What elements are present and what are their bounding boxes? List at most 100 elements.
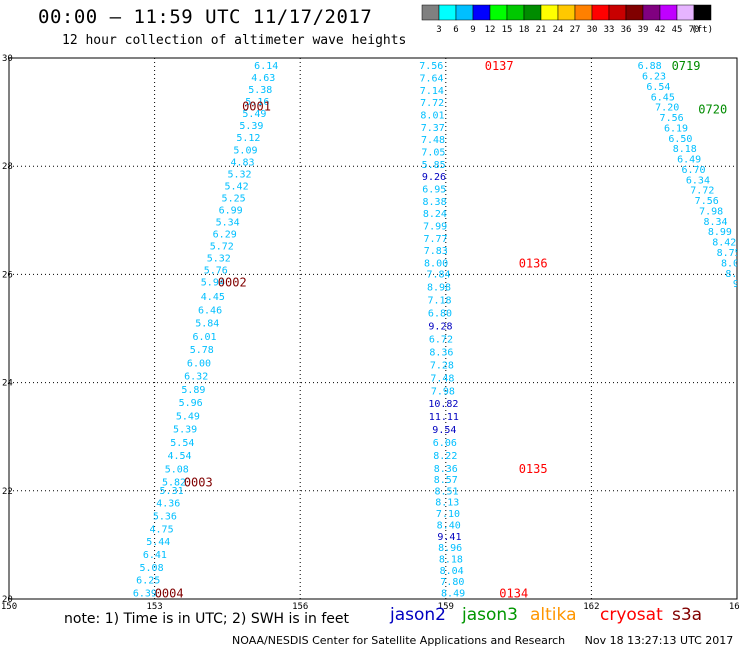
color-tick-label: 18 bbox=[519, 25, 530, 35]
wave-height-value: 8.22 bbox=[433, 451, 457, 462]
wave-height-value: 9.28 bbox=[428, 321, 452, 332]
units-note: note: 1) Time is in UTC; 2) SWH is in fe… bbox=[64, 611, 350, 627]
wave-height-value: 5.54 bbox=[170, 438, 194, 449]
color-tick-label: 15 bbox=[502, 25, 513, 35]
pass-time-label: 0003 bbox=[184, 476, 213, 490]
wave-height-value: 7.37 bbox=[421, 123, 445, 134]
wave-height-value: 4.75 bbox=[150, 524, 174, 535]
wave-height-value: 7.83 bbox=[424, 246, 448, 257]
pass-time-label: 0002 bbox=[218, 276, 247, 290]
wave-height-value: 6.72 bbox=[429, 334, 453, 345]
wave-height-value: 4.36 bbox=[156, 499, 180, 510]
wave-height-value: 4.54 bbox=[168, 451, 192, 462]
wave-height-value: 6.80 bbox=[428, 308, 452, 319]
wave-height-value: 7.56 bbox=[660, 113, 684, 124]
wave-height-value: 8.75 bbox=[717, 248, 740, 259]
color-tick-label: 27 bbox=[570, 25, 581, 35]
pass-time-label: 0720 bbox=[698, 102, 727, 116]
credit-line: NOAA/NESDIS Center for Satellite Applica… bbox=[232, 634, 733, 647]
wave-height-value: 6.01 bbox=[192, 332, 216, 343]
longitude-tick-label: 156 bbox=[292, 602, 308, 612]
wave-height-value: 8.01 bbox=[420, 110, 444, 121]
wave-height-value: 8.04 bbox=[440, 566, 464, 577]
wave-height-value: 8.51 bbox=[434, 486, 458, 497]
wave-height-value: 4.83 bbox=[230, 157, 254, 168]
longitude-tick-label: 159 bbox=[438, 602, 454, 612]
color-unit-label: (ft) bbox=[691, 25, 713, 35]
latitude-tick-label: 24 bbox=[2, 379, 13, 389]
wave-height-value: 5.08 bbox=[165, 464, 189, 475]
wave-height-value: 4.63 bbox=[251, 73, 275, 84]
wave-height-value: 5.89 bbox=[181, 385, 205, 396]
pass-time-label: 0135 bbox=[519, 462, 548, 476]
track-layer: 6.144.635.385.165.495.395.125.094.835.32… bbox=[133, 59, 740, 601]
wave-height-value: 5.25 bbox=[222, 193, 246, 204]
wave-height-value: 6.54 bbox=[646, 82, 670, 93]
wave-height-value: 8.42 bbox=[712, 238, 736, 249]
color-tick-label: 42 bbox=[655, 25, 666, 35]
wave-height-value: 5.49 bbox=[242, 109, 266, 120]
pass-time-label: 0134 bbox=[499, 587, 528, 601]
color-tick-label: 33 bbox=[604, 25, 615, 35]
credit-text: NOAA/NESDIS Center for Satellite Applica… bbox=[232, 634, 566, 647]
wave-height-value: 5.16 bbox=[245, 97, 269, 108]
wave-height-value: 9.26 bbox=[422, 172, 446, 183]
wave-height-value: 7.10 bbox=[436, 509, 460, 520]
wave-height-value: 7.72 bbox=[420, 98, 444, 109]
longitude-tick-label: 165 bbox=[729, 602, 740, 612]
color-tick-label: 12 bbox=[485, 25, 496, 35]
wave-height-value: 5.34 bbox=[216, 217, 240, 228]
pass-time-label: 0719 bbox=[672, 59, 701, 73]
wave-height-value: 6.25 bbox=[136, 576, 160, 587]
wave-height-value: 8.00 bbox=[424, 259, 448, 270]
wave-height-value: 8.01 bbox=[721, 258, 740, 269]
wave-height-value: 7.56 bbox=[419, 61, 443, 72]
wave-height-value: 8.36 bbox=[429, 347, 453, 358]
latitude-tick-label: 22 bbox=[2, 487, 13, 497]
wave-height-value: 5.82 bbox=[162, 478, 186, 489]
wave-height-value: 8.13 bbox=[435, 498, 459, 509]
wave-height-value: 11.11 bbox=[429, 412, 459, 423]
color-tick-label: 70 bbox=[689, 25, 700, 35]
legend-jason3: jason3 bbox=[462, 605, 518, 625]
wave-height-value: 5.49 bbox=[176, 411, 200, 422]
wave-height-value: 5.84 bbox=[195, 319, 219, 330]
wave-height-value: 7.14 bbox=[420, 86, 444, 97]
longitude-tick-label: 153 bbox=[146, 602, 162, 612]
wave-height-value: 6.49 bbox=[677, 155, 701, 166]
wave-height-value: 6.29 bbox=[213, 229, 237, 240]
wave-height-value: 7.72 bbox=[690, 186, 714, 197]
wave-height-value: 8.18 bbox=[673, 144, 697, 155]
wave-height-value: 7.98 bbox=[431, 386, 455, 397]
wave-height-value: 5.85 bbox=[422, 160, 446, 171]
wave-height-value: 6.23 bbox=[642, 71, 666, 82]
wave-height-value: 7.98 bbox=[699, 206, 723, 217]
longitude-tick-label: 162 bbox=[583, 602, 599, 612]
wave-height-value: 8.18 bbox=[439, 555, 463, 566]
wave-height-value: 7.84 bbox=[426, 269, 450, 280]
legend-jason2: jason2 bbox=[390, 605, 446, 625]
wave-height-value: 6.95 bbox=[422, 185, 446, 196]
wave-height-value: 5.39 bbox=[173, 425, 197, 436]
wave-height-value: 8.38 bbox=[423, 197, 447, 208]
color-tick-label: 45 bbox=[672, 25, 683, 35]
color-tick-label: 39 bbox=[638, 25, 649, 35]
wave-height-value: 6.32 bbox=[184, 372, 208, 383]
wave-height-value: 5.12 bbox=[236, 133, 260, 144]
longitude-tick-label: 150 bbox=[1, 602, 17, 612]
wave-height-value: 8.96 bbox=[438, 543, 462, 554]
wave-height-value: 7.48 bbox=[430, 373, 454, 384]
wave-height-value: 6.14 bbox=[254, 61, 278, 72]
wave-height-value: 8.23 bbox=[725, 269, 740, 280]
wave-height-value: 7.56 bbox=[695, 196, 719, 207]
wave-height-value: 6.45 bbox=[651, 92, 675, 103]
wave-height-value: 10.82 bbox=[428, 399, 458, 410]
color-swatch bbox=[693, 4, 712, 21]
color-tick-label: 24 bbox=[553, 25, 564, 35]
wave-height-value: 6.99 bbox=[219, 205, 243, 216]
wave-height-value: 7.64 bbox=[419, 73, 443, 84]
wave-height-value: 5.32 bbox=[207, 253, 231, 264]
latitude-tick-label: 30 bbox=[2, 54, 13, 64]
legend-cryosat: cryosat bbox=[600, 605, 663, 625]
